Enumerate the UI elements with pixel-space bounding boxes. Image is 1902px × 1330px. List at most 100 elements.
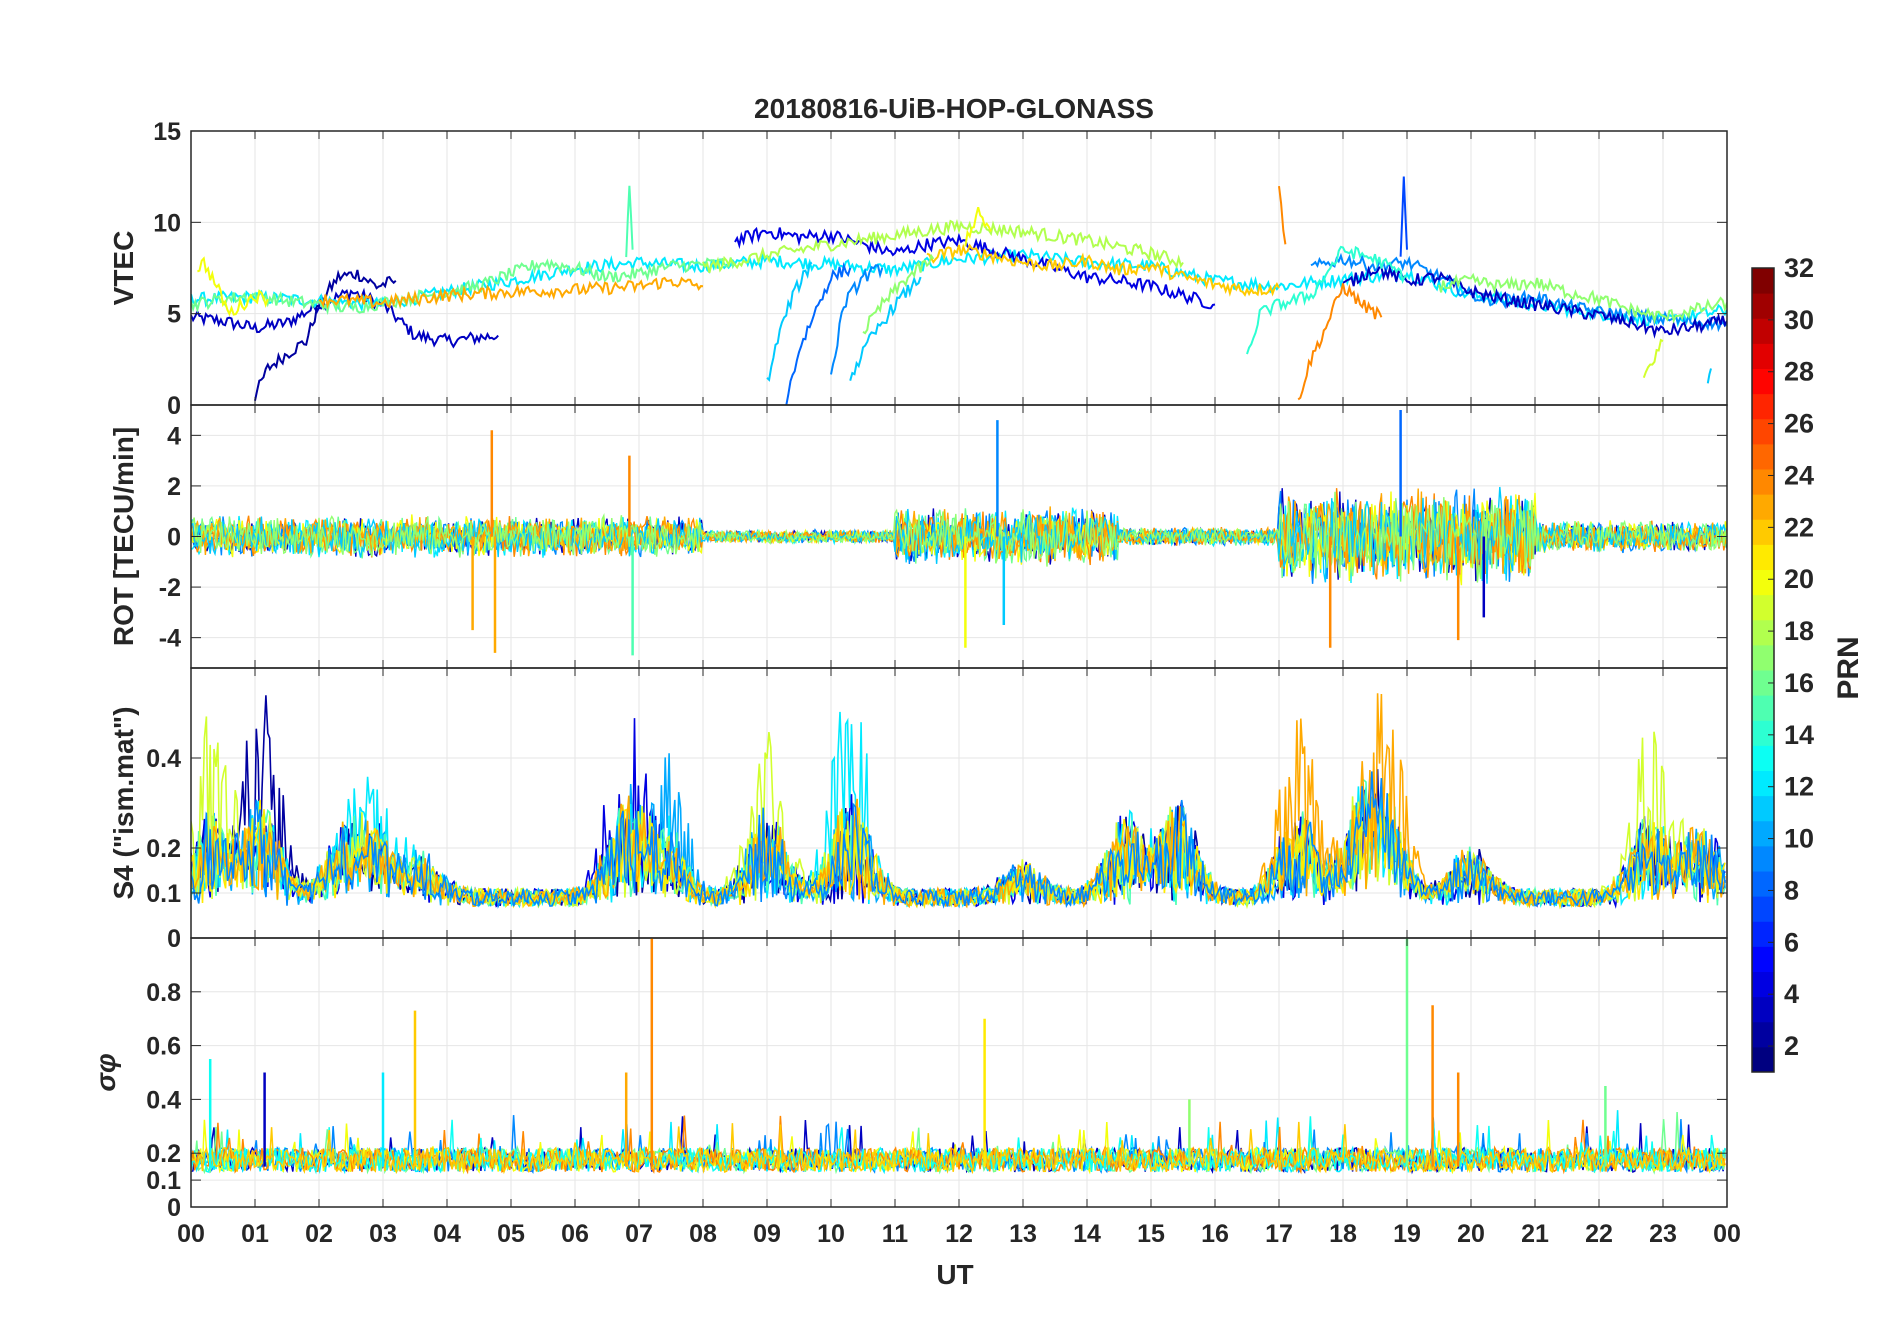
series-group-sigma_phi: [191, 938, 1726, 1175]
xtick-10: 10: [817, 1220, 845, 1248]
ytick-sigma_phi-0: 0: [167, 1194, 181, 1222]
colorbar-tick-0: 2: [1784, 1031, 1799, 1061]
colorbar-swatch-24: [1752, 469, 1774, 495]
ytick-vtec-0: 0: [167, 392, 181, 420]
xtick-11: 11: [882, 1220, 909, 1248]
rot-noise-prn-17: [191, 491, 1727, 583]
vtec-series-prn-3-12: [1342, 264, 1727, 339]
colorbar-swatch-13: [1752, 745, 1774, 771]
ytick-sigma_phi-2: 0.2: [146, 1140, 181, 1168]
series-group-rot: [191, 410, 1727, 656]
colorbar-swatch-20: [1752, 569, 1774, 596]
vtec-series-prn-17-19: [862, 253, 935, 335]
panel-s4: 0 0.1 0.2 0.4S4 ("ism.mat"): [108, 667, 1728, 953]
colorbar-swatch-29: [1752, 343, 1774, 369]
vtec-series-prn-11-18: [849, 275, 922, 381]
xtick-15: 15: [1137, 1220, 1165, 1248]
ytick-sigma_phi-1: 0.1: [146, 1167, 181, 1195]
xtick-5: 05: [497, 1220, 525, 1248]
ytick-s4-0: 0: [167, 925, 181, 953]
ytick-rot-2: 0: [167, 524, 181, 552]
xtick-19: 19: [1393, 1220, 1421, 1248]
colorbar-label: PRN: [1832, 636, 1865, 699]
xtick-1: 01: [241, 1220, 269, 1248]
ytick-rot-4: 4: [167, 422, 181, 450]
ylabel-rot: ROT [TECU/min]: [108, 427, 139, 646]
vtec-series-prn-14-14: [1246, 245, 1408, 355]
vtec-series-prn-22-8: [926, 243, 1280, 297]
xtick-2: 02: [305, 1220, 333, 1248]
colorbar-tick-13: 28: [1784, 357, 1814, 387]
s4-series-prn-9: [191, 771, 1726, 909]
colorbar-swatch-32: [1752, 268, 1774, 294]
colorbar-tick-3: 8: [1784, 875, 1799, 905]
colorbar-swatch-9: [1752, 845, 1774, 872]
xtick-22: 22: [1585, 1220, 1613, 1248]
series-group-s4: [191, 693, 1726, 910]
colorbar-tick-12: 26: [1784, 409, 1814, 439]
colorbar-swatch-11: [1752, 795, 1774, 822]
rot-noise-prn-24: [191, 488, 1727, 580]
ytick-s4-3: 0.4: [146, 745, 181, 773]
vtec-series-prn-15-20: [625, 185, 634, 258]
xtick-14: 14: [1073, 1220, 1101, 1248]
colorbar-swatch-27: [1752, 393, 1774, 420]
ytick-sigma_phi-4: 0.6: [146, 1033, 181, 1061]
xtick-18: 18: [1329, 1220, 1357, 1248]
colorbar-tick-5: 12: [1784, 772, 1814, 802]
xtick-20: 20: [1457, 1220, 1485, 1248]
ylabel-vtec: VTEC: [108, 231, 139, 306]
vtec-series-prn-3-0: [191, 287, 499, 349]
ytick-s4-2: 0.2: [146, 835, 181, 863]
colorbar-swatch-12: [1752, 770, 1774, 797]
colorbar-tick-14: 30: [1784, 305, 1814, 335]
colorbar-swatch-3: [1752, 996, 1774, 1023]
ytick-rot-1: -2: [159, 574, 181, 602]
colorbar-swatch-17: [1752, 644, 1774, 671]
colorbar-swatch-2: [1752, 1021, 1774, 1048]
xtick-23: 23: [1649, 1220, 1677, 1248]
colorbar-swatch-28: [1752, 368, 1774, 395]
colorbar-tick-2: 6: [1784, 927, 1799, 957]
colorbar-tick-8: 18: [1784, 616, 1814, 646]
colorbar-swatch-15: [1752, 695, 1774, 721]
xtick-9: 09: [753, 1220, 781, 1248]
xtick-12: 12: [945, 1220, 973, 1248]
vtec-series-prn-20-21: [964, 206, 992, 247]
vtec-series-prn-24-9: [1297, 283, 1383, 401]
colorbar-tick-9: 20: [1784, 564, 1814, 594]
ytick-vtec-3: 15: [153, 118, 181, 146]
ytick-s4-1: 0.1: [146, 880, 181, 908]
xtick-17: 17: [1265, 1220, 1293, 1248]
colorbar-tick-4: 10: [1784, 824, 1814, 854]
colorbar-swatch-6: [1752, 921, 1774, 947]
vtec-series-prn-8-16: [785, 261, 852, 405]
ytick-sigma_phi-5: 0.8: [146, 979, 181, 1007]
colorbar-swatch-23: [1752, 494, 1774, 520]
vtec-series-prn-20-6: [197, 256, 269, 317]
xtick-4: 04: [433, 1220, 461, 1248]
ytick-vtec-1: 5: [167, 301, 181, 329]
colorbar-swatch-5: [1752, 946, 1774, 972]
vtec-series-prn-23-7: [318, 276, 704, 310]
vtec-series-prn-4-3: [734, 226, 1216, 310]
colorbar-swatch-26: [1752, 418, 1774, 445]
colorbar-tick-7: 16: [1784, 668, 1814, 698]
vtec-series-prn-18-5: [702, 218, 1184, 274]
colorbar-swatch-19: [1752, 594, 1774, 621]
ytick-vtec-2: 10: [153, 209, 181, 237]
colorbar-tick-15: 32: [1784, 253, 1814, 283]
colorbar-swatch-22: [1752, 519, 1774, 545]
xtick-6: 06: [561, 1220, 589, 1248]
colorbar-swatch-8: [1752, 871, 1774, 897]
series-group-vtec: [191, 176, 1727, 405]
ylabel-s4: S4 ("ism.mat"): [108, 706, 139, 899]
xtick-13: 13: [1009, 1220, 1037, 1248]
sigma-series-prn-22: [191, 1121, 1726, 1175]
vtec-series-prn-19-23: [1642, 338, 1664, 379]
colorbar-swatch-18: [1752, 619, 1774, 646]
colorbar-swatch-25: [1752, 443, 1774, 470]
colorbar-tick-10: 22: [1784, 512, 1814, 542]
